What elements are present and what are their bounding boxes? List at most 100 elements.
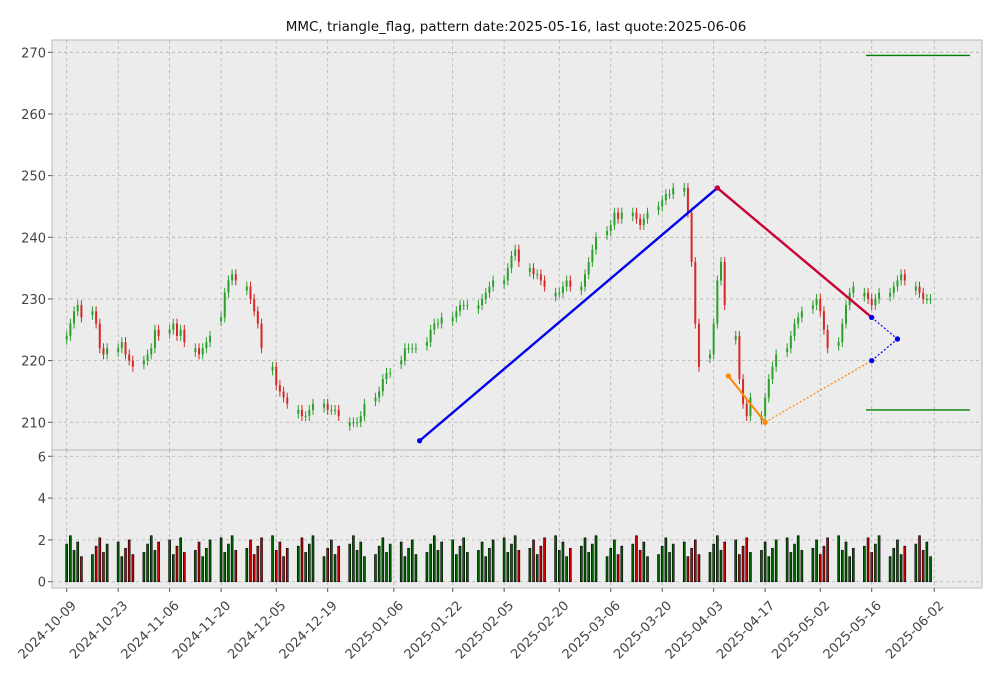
candle-body xyxy=(712,323,715,355)
volume-bar xyxy=(455,554,458,583)
volume-bar xyxy=(466,552,469,583)
pattern-lines xyxy=(416,54,970,444)
volume-bar xyxy=(256,545,260,583)
candle-body xyxy=(892,286,895,293)
volume-bar xyxy=(517,550,521,583)
candle-body xyxy=(220,317,223,322)
volume-bar xyxy=(844,541,848,583)
volume-bar xyxy=(837,535,840,583)
candle-body xyxy=(98,323,101,349)
candle-body xyxy=(642,218,645,225)
candle-body xyxy=(124,342,127,355)
volume-bar xyxy=(124,547,127,583)
volume-bar xyxy=(414,554,418,583)
candle-body xyxy=(686,187,689,213)
volume-bar xyxy=(94,545,98,583)
candle-body xyxy=(837,342,840,346)
candle-body xyxy=(194,348,197,352)
candle-body xyxy=(819,298,822,312)
candle-body xyxy=(822,311,825,330)
volume-bar xyxy=(826,537,829,583)
volume-bar xyxy=(899,554,903,583)
volume-tick-label: 0 xyxy=(38,576,46,591)
volume-bar xyxy=(300,537,304,583)
candle-body xyxy=(209,335,212,343)
candle-body xyxy=(286,397,289,404)
volume-tick-label: 6 xyxy=(38,450,46,465)
volume-bar xyxy=(436,550,440,583)
candle-body xyxy=(275,366,278,386)
volume-bar xyxy=(561,541,565,583)
candle-body xyxy=(304,416,307,418)
candle-body xyxy=(131,360,134,367)
volume-bar xyxy=(363,556,366,583)
candle-body xyxy=(223,292,226,318)
volume-bar xyxy=(569,547,572,583)
volume-bar xyxy=(282,556,285,583)
candle-body xyxy=(789,335,792,349)
candle-body xyxy=(245,286,248,291)
volume-bar xyxy=(146,543,149,583)
candle-body xyxy=(102,348,105,355)
volume-bar xyxy=(532,539,535,583)
volume-bar xyxy=(796,535,800,583)
volume-bar xyxy=(506,552,510,583)
volume-bar xyxy=(657,554,660,583)
volume-bar xyxy=(818,554,822,583)
candle-body xyxy=(708,354,711,359)
candle-body xyxy=(532,268,535,275)
price-panel: 210 220 230 240 250 260 270 xyxy=(21,39,983,451)
volume-bar xyxy=(381,537,385,583)
volume-bar xyxy=(874,543,877,583)
candle-body xyxy=(311,403,314,410)
volume-bar xyxy=(183,552,186,583)
candle-body xyxy=(323,403,326,408)
candle-body xyxy=(514,249,517,256)
candle-body xyxy=(363,403,366,417)
volume-bar xyxy=(102,552,105,583)
volume-bar xyxy=(201,556,205,583)
volume-bar xyxy=(863,545,866,583)
volume-bar xyxy=(205,547,208,583)
candle-body xyxy=(558,292,561,294)
candle-body xyxy=(646,212,649,219)
candle-body xyxy=(870,298,873,306)
pattern-line-upper xyxy=(716,187,873,319)
volume-bar xyxy=(355,550,359,583)
volume-bar xyxy=(484,556,488,583)
volume-bar xyxy=(789,552,793,583)
candle-body xyxy=(749,397,752,417)
candle-body xyxy=(198,348,201,355)
volume-bar xyxy=(260,537,263,583)
x-tick-label: 2025-06-02 xyxy=(883,598,947,662)
volume-bar xyxy=(491,539,495,583)
volume-bar xyxy=(605,556,609,583)
volume-bar xyxy=(98,537,102,583)
candle-body xyxy=(914,286,917,291)
candle-body xyxy=(205,342,208,349)
candle-body xyxy=(657,206,660,211)
candle-body xyxy=(771,366,774,380)
volume-bar xyxy=(410,539,414,583)
volume-bar xyxy=(223,552,227,583)
price-tick-label: 240 xyxy=(21,231,46,246)
candle-body xyxy=(429,329,432,343)
volume-tick-label: 2 xyxy=(38,534,46,549)
candle-body xyxy=(337,409,340,417)
volume-bar xyxy=(65,543,69,583)
volume-bar xyxy=(480,541,484,583)
volume-bar xyxy=(866,537,870,583)
volume-bar xyxy=(613,539,616,583)
price-tick-label: 270 xyxy=(21,46,46,61)
pattern-point xyxy=(725,373,731,379)
candle-body xyxy=(153,329,156,349)
price-tick-label: 220 xyxy=(21,355,46,370)
candle-body xyxy=(697,323,700,367)
pattern-point xyxy=(894,336,901,342)
volume-bar xyxy=(337,545,341,583)
volume-bar xyxy=(451,539,454,583)
volume-bar xyxy=(697,554,701,583)
candle-body xyxy=(565,280,568,287)
volume-bar xyxy=(841,550,844,583)
volume-bar xyxy=(227,543,230,583)
